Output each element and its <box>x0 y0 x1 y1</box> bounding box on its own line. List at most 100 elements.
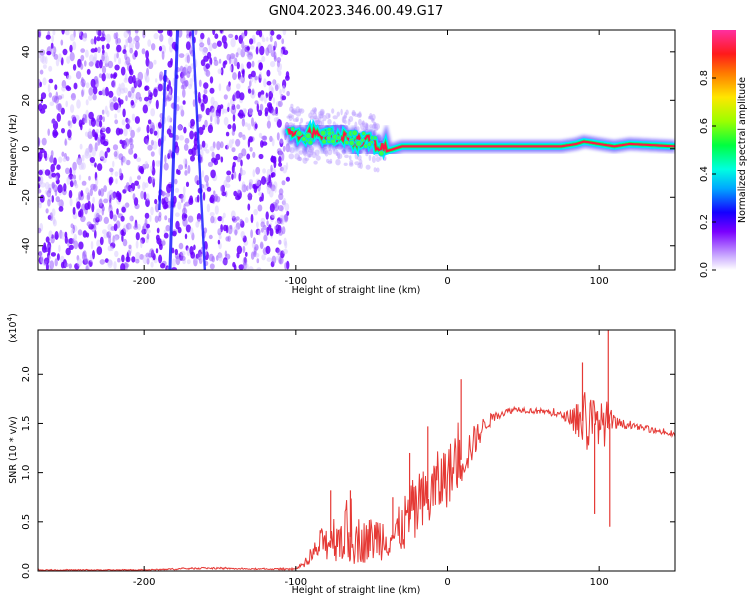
noise-blob <box>159 33 164 43</box>
noise-blob <box>71 169 76 175</box>
noise-blob <box>61 85 66 92</box>
noise-blob <box>238 109 244 119</box>
noise-blob <box>61 151 65 157</box>
noise-blob <box>100 136 106 145</box>
spectrogram-plot-area <box>38 30 675 270</box>
signal-halo <box>314 107 317 115</box>
signal-halo <box>371 123 377 129</box>
signal-halo <box>297 108 303 113</box>
signal-halo <box>368 154 372 161</box>
noise-blob <box>208 111 214 117</box>
y-tick-label: -20 <box>21 189 32 205</box>
noise-blob <box>41 137 47 146</box>
noise-blob <box>119 139 123 144</box>
noise-blob <box>161 50 165 61</box>
noise-blob <box>153 88 158 98</box>
noise-blob <box>159 243 163 251</box>
noise-blob <box>124 138 130 147</box>
noise-blob <box>231 173 234 180</box>
noise-blob <box>56 164 61 170</box>
noise-blob <box>110 73 113 79</box>
noise-blob <box>48 156 55 163</box>
noise-blob <box>110 246 114 251</box>
noise-blob <box>58 244 61 253</box>
signal-halo <box>315 155 321 161</box>
signal-halo <box>358 111 362 118</box>
noise-blob <box>39 108 46 114</box>
noise-blob <box>278 162 283 167</box>
noise-blob <box>41 244 47 253</box>
noise-blob <box>147 119 152 125</box>
noise-blob <box>265 211 269 220</box>
noise-blob <box>258 132 263 139</box>
noise-blob <box>150 139 154 146</box>
noise-blob <box>128 148 134 155</box>
snr-ylabel: SNR (10 * v/v) <box>8 416 19 484</box>
noise-blob <box>226 84 231 92</box>
noise-blob <box>271 213 276 219</box>
noise-blob <box>222 259 228 265</box>
signal-halo <box>336 111 340 117</box>
noise-blob <box>73 240 79 250</box>
signal-blob <box>304 132 312 140</box>
noise-blob <box>98 73 103 78</box>
y-tick-label: 1.5 <box>21 415 32 431</box>
noise-blob <box>65 30 70 36</box>
noise-blob <box>92 196 95 204</box>
noise-blob <box>103 216 110 224</box>
noise-blob <box>69 198 73 207</box>
noise-blob <box>232 123 237 132</box>
signal-halo <box>367 116 372 120</box>
signal-halo <box>359 162 363 169</box>
noise-blob <box>190 155 195 162</box>
noise-blob <box>122 108 126 118</box>
noise-blob <box>221 35 227 44</box>
noise-blob <box>184 170 188 176</box>
signal-halo <box>311 147 315 154</box>
noise-blob <box>241 148 247 157</box>
noise-blob <box>209 145 215 152</box>
noise-blob <box>175 104 180 112</box>
noise-blob <box>144 182 149 189</box>
noise-blob <box>47 84 51 93</box>
noise-blob <box>48 78 54 84</box>
noise-blob <box>238 77 244 82</box>
noise-blob <box>128 223 133 230</box>
noise-blob <box>86 221 92 227</box>
noise-blob <box>77 258 82 267</box>
noise-blob <box>210 215 215 224</box>
noise-blob <box>96 30 99 36</box>
noise-blob <box>174 248 178 256</box>
noise-blob <box>249 38 254 45</box>
signal-blob <box>361 130 367 137</box>
noise-blob <box>221 216 224 224</box>
noise-blob <box>98 188 101 196</box>
noise-blob <box>124 52 128 61</box>
noise-blob <box>97 46 101 53</box>
noise-blob <box>99 129 103 135</box>
noise-blob <box>38 30 42 39</box>
noise-blob <box>285 176 290 182</box>
noise-blob <box>145 75 150 83</box>
noise-blob <box>236 189 241 194</box>
noise-blob <box>94 47 98 53</box>
noise-blob <box>137 223 141 231</box>
noise-blob <box>273 160 277 169</box>
noise-blob <box>207 124 213 134</box>
noise-blob <box>45 236 50 243</box>
x-tick-label: -200 <box>133 276 156 287</box>
noise-blob <box>248 266 254 270</box>
noise-blob <box>102 116 105 123</box>
noise-blob <box>150 206 154 216</box>
noise-blob <box>255 178 261 187</box>
signal-blob <box>307 139 314 146</box>
noise-blob <box>188 197 194 205</box>
noise-blob <box>218 252 223 262</box>
noise-blob <box>198 79 202 88</box>
signal-blob <box>372 135 378 141</box>
noise-blob <box>65 100 68 108</box>
noise-blob <box>163 135 166 142</box>
noise-blob <box>101 73 106 82</box>
signal-blob <box>351 129 358 137</box>
noise-blob <box>101 65 107 74</box>
